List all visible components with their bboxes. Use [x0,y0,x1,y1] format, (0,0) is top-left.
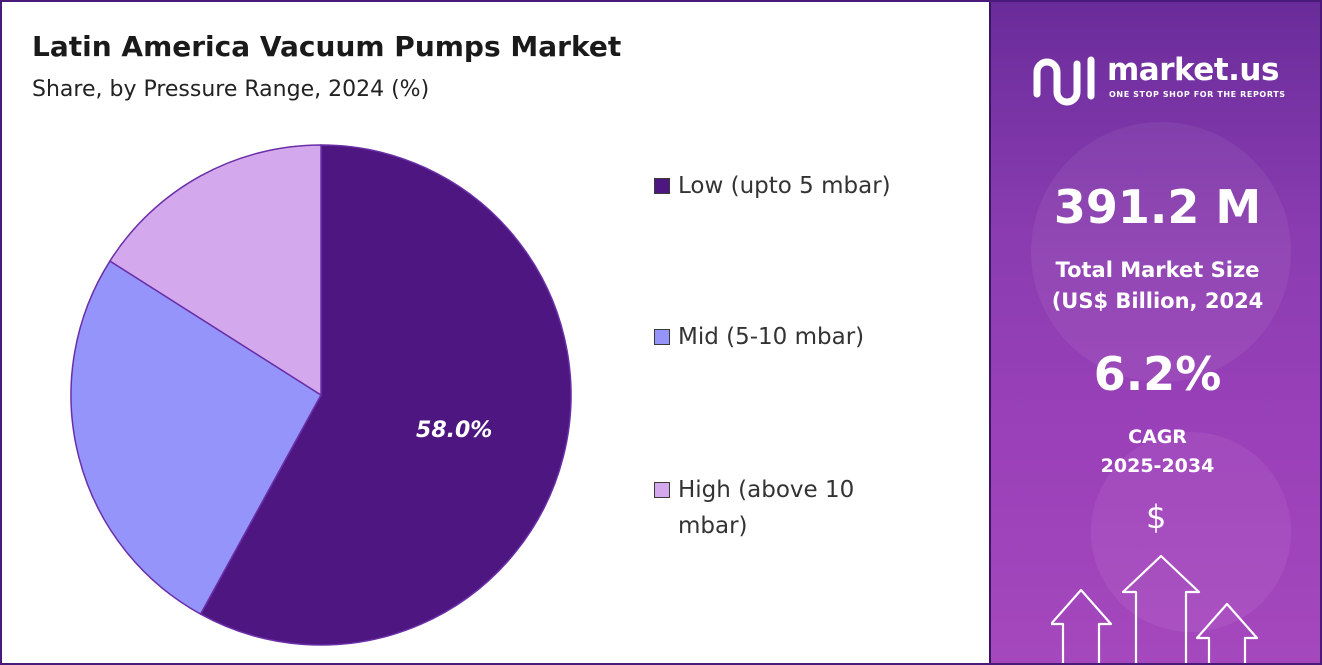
legend-item-low: Low (upto 5 mbar) [654,168,908,204]
cagr-label-line2: 2025-2034 [1100,455,1215,477]
growth-arrows-icon [1051,554,1259,663]
legend-item-high: High (above 10 mbar) [654,472,908,544]
market-us-logo-icon [1033,56,1095,106]
chart-panel: Latin America Vacuum Pumps Market Share,… [2,2,989,663]
brand-name: market.us [1107,52,1279,88]
dollar-icon: $ [1146,498,1167,536]
market-size-label: Total Market Size (US$ Billion, 2024 [991,255,1320,317]
pie-chart: 58.0% [70,144,572,646]
chart-subtitle: Share, by Pressure Range, 2024 (%) [32,77,430,102]
legend-label-low: Low (upto 5 mbar) [678,173,891,199]
decorative-circle [1091,432,1291,632]
market-size-label-line1: Total Market Size [1055,258,1260,282]
legend-swatch-low [654,178,670,194]
pie-slice-mid [70,260,322,616]
cagr-label: CAGR 2025-2034 [991,423,1320,481]
chart-title: Latin America Vacuum Pumps Market [32,30,622,63]
legend-item-mid: Mid (5-10 mbar) [654,319,908,355]
legend-swatch-mid [654,329,670,345]
pie-slice-high [108,144,322,397]
decorative-circle [1031,122,1291,382]
stats-sidebar: market.us ONE STOP SHOP FOR THE REPORTS … [989,2,1320,663]
market-size-value: 391.2 M [1053,180,1262,234]
cagr-value: 6.2% [1093,347,1222,401]
brand-tagline: ONE STOP SHOP FOR THE REPORTS [1109,90,1286,99]
legend-label-mid: Mid (5-10 mbar) [678,324,865,350]
pie-data-label-low: 58.0% [416,418,492,443]
market-size-label-line2: (US$ Billion, 2024 [1051,289,1264,313]
legend-swatch-high [654,482,670,498]
brand-logo: market.us ONE STOP SHOP FOR THE REPORTS [1031,50,1311,110]
legend-label-high: High (above 10 mbar) [678,477,855,539]
cagr-label-line1: CAGR [1128,426,1187,448]
pie-slice-low [199,144,572,646]
